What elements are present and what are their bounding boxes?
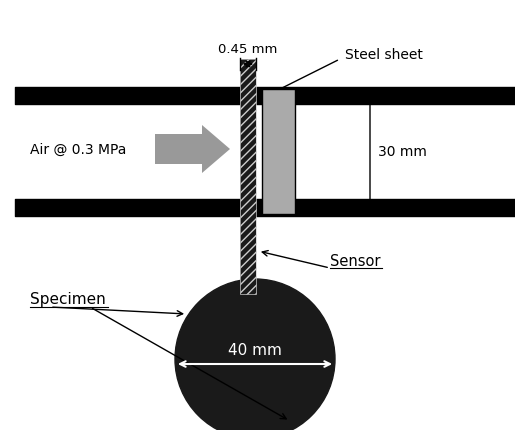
FancyArrow shape [155,126,230,174]
Text: 40 mm: 40 mm [228,343,282,358]
Bar [262,90,295,215]
Text: Sensor: Sensor [330,254,381,269]
Text: 30 mm: 30 mm [378,145,427,159]
Circle shape [175,280,335,430]
Text: Air @ 0.3 MPa: Air @ 0.3 MPa [30,143,126,157]
Text: Steel sheet: Steel sheet [345,48,423,62]
Text: 0.45 mm: 0.45 mm [218,43,278,55]
Bar [240,60,256,294]
Bar [240,60,256,294]
Text: Specimen: Specimen [30,292,106,307]
